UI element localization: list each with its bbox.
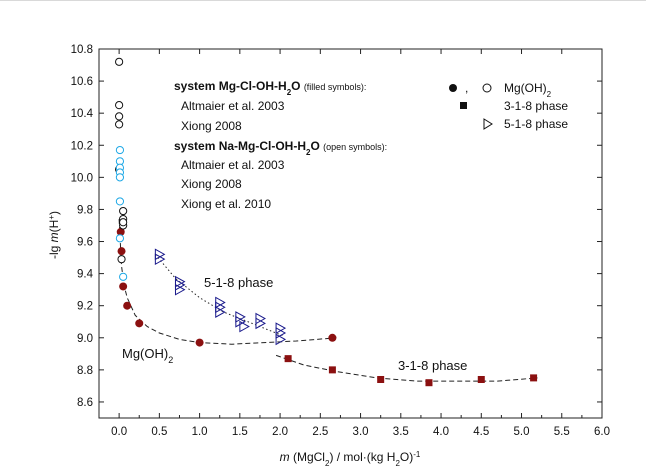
data-point	[477, 375, 485, 383]
data-point	[119, 218, 128, 227]
legend-filled-square-icon	[460, 102, 467, 109]
legend-box	[170, 75, 422, 227]
data-point	[116, 227, 125, 236]
legend-separator: ,	[465, 81, 468, 95]
y-tick-label: 8.8	[77, 365, 93, 377]
legend-system1-entry: Altmaier et al. 2003	[181, 99, 285, 113]
legend-system2-entry: Altmaier et al. 2003	[181, 158, 285, 172]
data-point	[115, 197, 125, 206]
axis-ticks: 0.0 0.5 1.0 1.5 2.0 2.5 3.0 3.5 4.0 4.5 5.0 5.5 6.0 8…	[71, 44, 610, 438]
legend-system2-entry: Xiong et al. 2010	[181, 197, 271, 211]
y-tick-label: 9.2	[77, 301, 93, 313]
data-point	[239, 320, 250, 333]
plot-frame	[98, 48, 603, 419]
x-tick-label: 2.0	[272, 426, 288, 438]
x-tick-label: 5.5	[554, 426, 570, 438]
y-tick-label: 10.8	[71, 44, 93, 56]
data-point	[255, 317, 266, 330]
annotation-mgoh2: Mg(OH)2	[122, 346, 173, 365]
data-point	[115, 120, 124, 129]
legend: system Mg-Cl-OH-H2O (filled symbols): Al…	[170, 75, 568, 227]
x-tick-label: 5.0	[514, 426, 530, 438]
y-tick-label: 8.6	[77, 397, 93, 409]
y-tick-label: 10.4	[71, 108, 94, 120]
x-tick-label: 1.0	[192, 426, 208, 438]
legend-system2-entry: Xiong 2008	[181, 177, 242, 191]
data-point	[328, 333, 337, 342]
data-point	[115, 234, 125, 243]
x-tick-label: 3.0	[353, 426, 369, 438]
x-tick-label: 4.5	[473, 426, 489, 438]
legend-filled-circle-icon	[449, 84, 457, 92]
legend-518-label: 5-1-8 phase	[504, 117, 568, 131]
legend-open-triangle-icon	[483, 118, 493, 130]
data-point	[135, 319, 144, 328]
data-point	[119, 272, 128, 281]
annotation-518-phase: 5-1-8 phase	[204, 275, 273, 290]
y-tick-label: 10.6	[71, 76, 93, 88]
data-point	[119, 206, 128, 216]
data-point	[123, 301, 132, 310]
legend-open-circle-icon	[482, 83, 492, 93]
data-point	[154, 253, 166, 266]
y-tick-label: 9.6	[77, 237, 93, 249]
data-point	[119, 282, 128, 291]
data-point	[115, 101, 124, 110]
x-tick-label: 3.5	[393, 426, 409, 438]
data-point	[530, 374, 538, 382]
y-tick-label: 9.4	[77, 269, 94, 281]
x-axis-label: m (MgCl2) / mol·(kg H2O)-1	[280, 450, 421, 468]
data-point	[377, 375, 385, 383]
x-tick-label: 0.0	[111, 426, 127, 438]
data-point	[174, 283, 186, 296]
data-point	[328, 366, 336, 374]
y-tick-label: 9.8	[77, 204, 93, 216]
x-tick-label: 4.0	[433, 426, 449, 438]
x-tick-label: 0.5	[151, 426, 167, 438]
data-point	[115, 112, 124, 121]
data-point	[425, 379, 433, 387]
data-point	[215, 306, 226, 318]
y-axis-label: -lg m(H+)	[47, 211, 62, 259]
data-point	[115, 145, 125, 155]
data-point	[275, 333, 287, 346]
y-tick-label: 10.0	[71, 172, 93, 184]
legend-318-label: 3-1-8 phase	[504, 99, 568, 113]
legend-mgoh2-label: Mg(OH)2	[504, 81, 552, 99]
y-tick-label: 10.2	[71, 140, 93, 152]
data-points	[115, 57, 538, 387]
data-point	[117, 247, 126, 256]
data-point	[117, 255, 126, 264]
fit-curves	[118, 219, 538, 382]
fit-curve	[275, 354, 538, 382]
x-tick-label: 1.5	[232, 426, 248, 438]
data-point	[115, 57, 124, 66]
data-point	[195, 338, 204, 347]
annotation-318-phase: 3-1-8 phase	[398, 358, 467, 373]
data-point	[284, 355, 292, 363]
legend-system1-entry: Xiong 2008	[181, 119, 242, 133]
data-point	[275, 327, 287, 339]
x-tick-label: 2.5	[312, 426, 328, 438]
x-tick-label: 6.0	[594, 426, 610, 438]
data-point	[115, 173, 125, 182]
y-tick-label: 9.0	[77, 333, 93, 345]
